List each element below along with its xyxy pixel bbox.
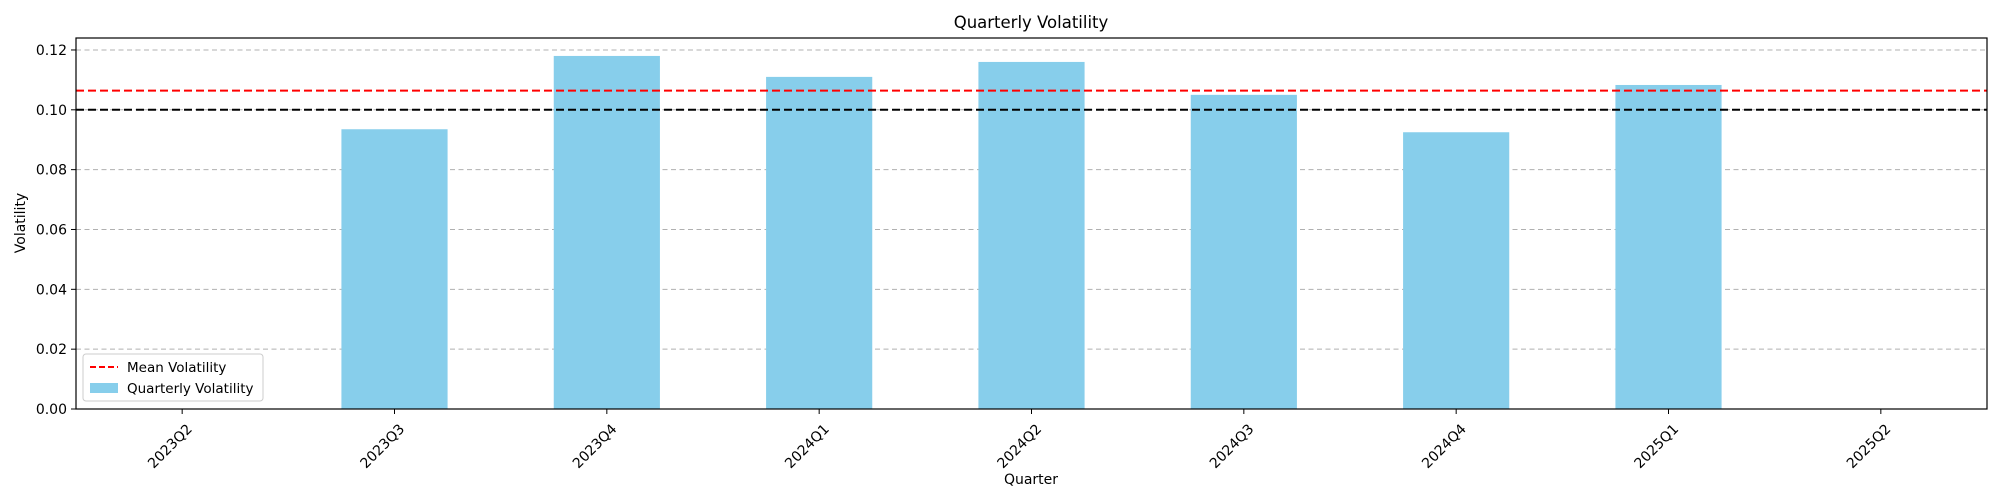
bar-2023Q4 (553, 55, 660, 410)
y-tick-label: 0.08 (36, 163, 67, 179)
y-axis-title: Volatility (13, 193, 29, 253)
x-axis: 2023Q2 2023Q3 2023Q4 2024Q1 2024Q2 2024Q3 2024… (145, 409, 1894, 472)
x-tick-label: 2023Q4 (570, 421, 621, 472)
y-tick-label: 0.12 (36, 43, 67, 59)
x-tick-label: 2024Q4 (1419, 421, 1470, 472)
bar-2024Q4 (1403, 132, 1510, 409)
legend-box (82, 353, 264, 402)
x-tick-label: 2023Q2 (145, 421, 196, 472)
y-tick-label: 0.02 (36, 342, 67, 358)
legend-swatch-bars (90, 383, 118, 393)
bar-2023Q3 (341, 129, 448, 409)
y-tick-label: 0.10 (36, 103, 67, 119)
bar-2024Q2 (978, 61, 1085, 409)
y-tick-label: 0.00 (36, 402, 67, 418)
y-tick-label: 0.06 (36, 222, 67, 238)
x-tick-label: 2025Q1 (1632, 421, 1683, 472)
bar-2025Q1 (1615, 84, 1722, 409)
y-axis: 0.00 0.02 0.04 0.06 0.08 0.10 0.12 (36, 43, 76, 418)
x-tick-label: 2023Q3 (358, 421, 409, 472)
x-tick-label: 2025Q2 (1844, 421, 1895, 472)
bar-2024Q1 (766, 76, 873, 409)
reference-lines (76, 89, 1987, 111)
x-tick-label: 2024Q2 (995, 421, 1046, 472)
legend-label: Quarterly Volatility (127, 381, 253, 397)
chart-title: Quarterly Volatility (954, 13, 1109, 32)
x-tick-label: 2024Q3 (1207, 421, 1258, 472)
x-axis-title: Quarter (1004, 472, 1058, 488)
bar-2024Q3 (1190, 94, 1297, 409)
y-tick-label: 0.04 (36, 282, 67, 298)
bar-series (341, 55, 1722, 410)
legend: Mean Volatility Quarterly Volatility (82, 353, 264, 402)
legend-label: Mean Volatility (127, 360, 226, 376)
x-tick-label: 2024Q1 (782, 421, 833, 472)
